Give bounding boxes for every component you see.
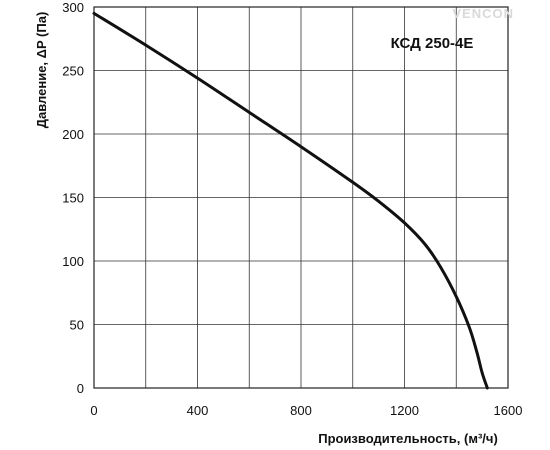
curve-point xyxy=(299,145,303,148)
curve-point xyxy=(455,295,458,298)
tick-labels: 0 400 800 1200 1600 0 50 100 150 200 250 300 xyxy=(62,0,522,418)
curve-point xyxy=(439,266,442,269)
curve-point xyxy=(486,386,489,390)
y-tick-label: 250 xyxy=(62,64,84,79)
curve-point xyxy=(351,181,354,184)
x-tick-label: 800 xyxy=(290,403,312,418)
chart-title: КСД 250-4Е xyxy=(391,35,474,52)
x-axis-label: Производительность, (м³/ч) xyxy=(318,431,498,446)
curve-point xyxy=(144,43,147,47)
y-tick-label: 100 xyxy=(62,254,84,269)
curve-point xyxy=(196,76,199,80)
curve-points xyxy=(92,12,489,390)
brand-watermark: VENCON xyxy=(452,6,514,21)
curve-point xyxy=(92,12,96,15)
plot-area-frame xyxy=(93,6,509,389)
y-tick-label: 150 xyxy=(62,191,84,206)
x-tick-label: 1200 xyxy=(390,403,419,418)
y-tick-label: 300 xyxy=(62,0,84,15)
curve-point xyxy=(403,221,406,225)
x-tick-label: 400 xyxy=(187,403,209,418)
curve-point xyxy=(248,111,251,114)
x-tick-label: 1600 xyxy=(494,403,523,418)
y-axis-label: Давление, ΔP (Па) xyxy=(34,12,49,129)
curve-point xyxy=(480,371,484,374)
curve-point xyxy=(377,200,380,203)
y-tick-label: 50 xyxy=(70,318,84,333)
y-tick-label: 200 xyxy=(62,127,84,142)
curve-point xyxy=(467,325,471,329)
curve-point xyxy=(475,351,479,354)
chart-grid xyxy=(94,7,508,388)
curve-point xyxy=(424,243,427,246)
y-tick-label: 0 xyxy=(77,381,84,396)
x-tick-label: 0 xyxy=(90,403,97,418)
pressure-flow-curve xyxy=(92,11,489,390)
